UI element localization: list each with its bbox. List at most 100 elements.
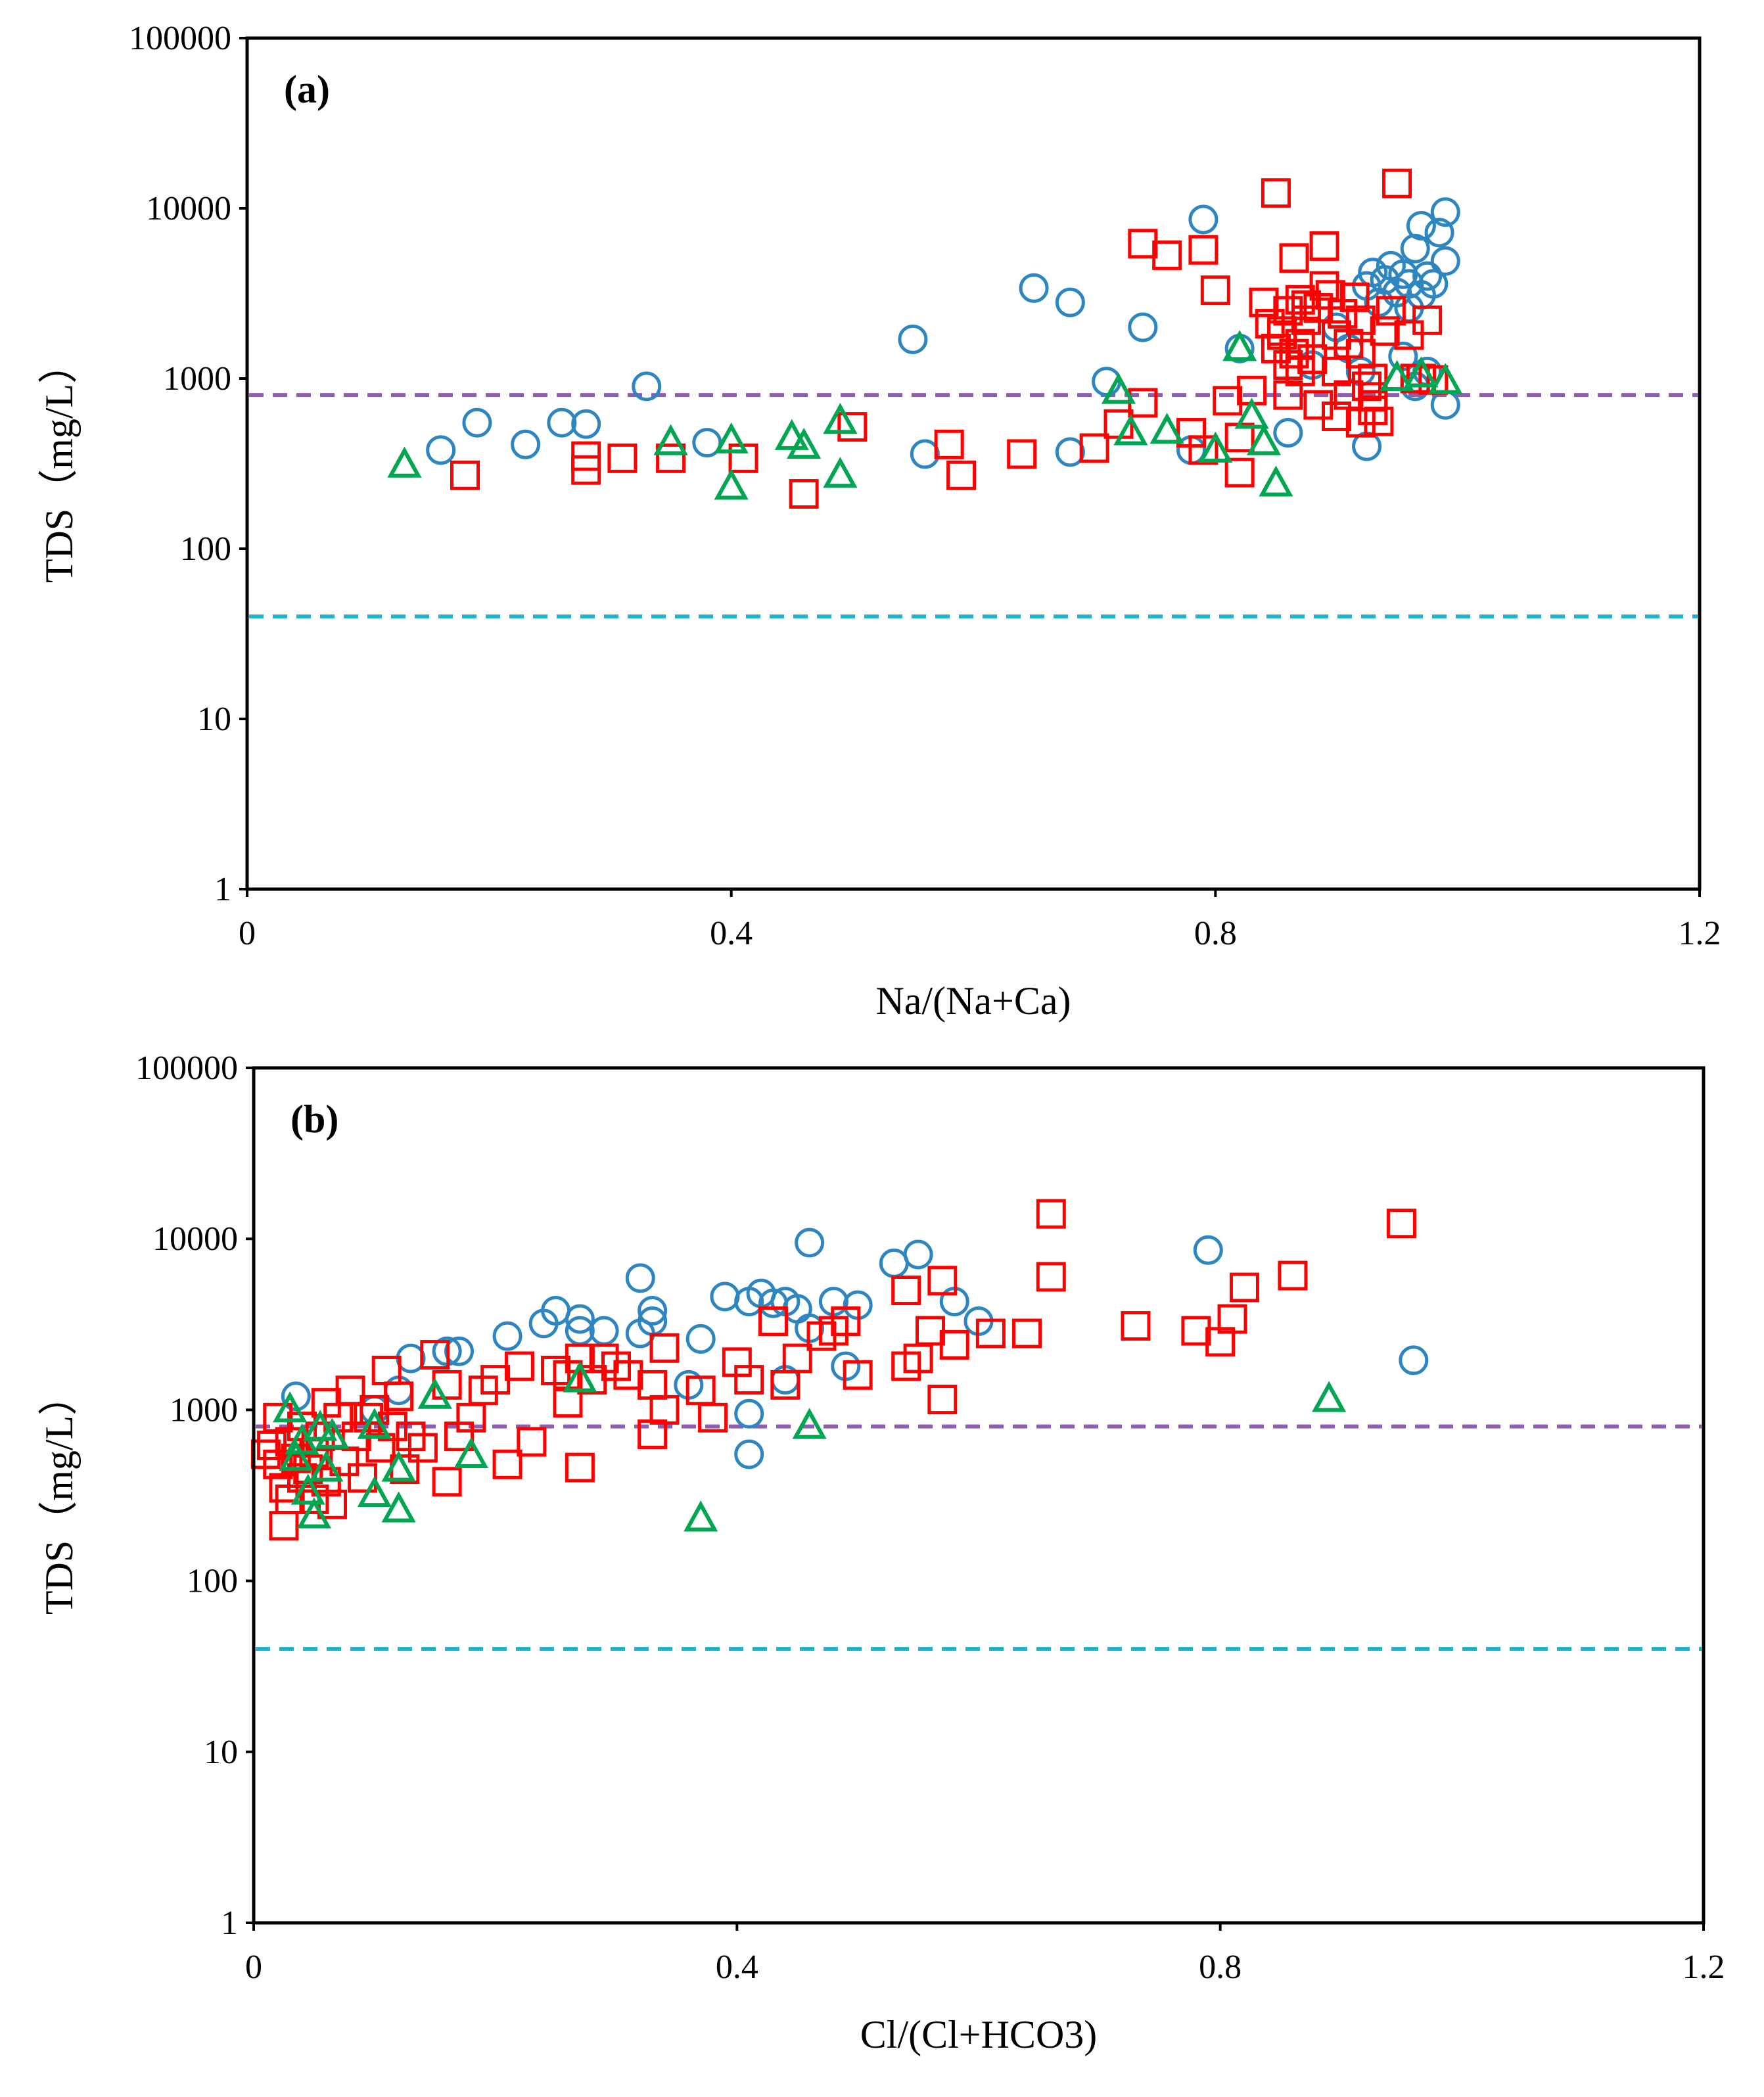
data-point-square bbox=[1188, 435, 1219, 465]
data-point-square bbox=[1079, 433, 1109, 463]
data-point-triangle bbox=[1222, 330, 1257, 361]
data-point-square bbox=[377, 1412, 407, 1442]
data-point-circle bbox=[1430, 197, 1460, 227]
data-point-square bbox=[504, 1351, 534, 1381]
x-tick-label: 0.4 bbox=[710, 915, 753, 952]
data-point-circle bbox=[795, 1228, 825, 1258]
x-tick-label: 0.8 bbox=[1194, 915, 1237, 952]
y-tick-label: 10000 bbox=[146, 190, 231, 227]
data-point-square bbox=[789, 479, 819, 509]
data-point-square bbox=[1345, 305, 1376, 335]
data-point-triangle bbox=[823, 403, 858, 434]
y-tick-label: 1 bbox=[214, 871, 231, 908]
data-point-square bbox=[1278, 1260, 1308, 1291]
plot-frame-b bbox=[252, 1066, 1706, 1925]
data-point-circle bbox=[1430, 246, 1460, 276]
data-point-triangle bbox=[653, 424, 688, 455]
data-point-circle bbox=[638, 1296, 668, 1326]
y-ticks-b: 1 10 100 1000 10000 100000 bbox=[135, 1049, 254, 1942]
x-tick-label: 0.4 bbox=[716, 1948, 758, 1986]
data-point-square bbox=[1358, 363, 1388, 394]
x-axis-title-a: Na/(Na+Ca) bbox=[875, 979, 1071, 1023]
data-point-circle bbox=[1273, 418, 1303, 448]
data-point-square bbox=[782, 1343, 812, 1373]
data-point-triangle bbox=[417, 1377, 452, 1409]
data-point-circle bbox=[1406, 211, 1436, 241]
data-point-square bbox=[649, 1333, 680, 1363]
data-point-triangle bbox=[303, 1410, 338, 1441]
data-point-triangle bbox=[290, 1473, 325, 1505]
data-point-square bbox=[1279, 243, 1309, 273]
y-tick-label: 100 bbox=[187, 1563, 238, 1600]
data-point-square bbox=[1224, 457, 1255, 488]
data-point-circle bbox=[1418, 269, 1449, 299]
data-point-square bbox=[1152, 240, 1182, 270]
data-point-triangle bbox=[315, 1417, 350, 1449]
data-point-square bbox=[565, 1452, 595, 1483]
data-point-circle bbox=[910, 439, 940, 469]
data-point-square bbox=[1309, 271, 1339, 301]
panel-a: 1 10 100 1000 10000 100000 0 0.4 0.8 1.2 (a) Na/… bbox=[37, 20, 1721, 1023]
y-ticks-a: 1 10 100 1000 10000 100000 bbox=[129, 20, 247, 908]
data-point-square bbox=[1121, 1311, 1151, 1341]
data-point-circle bbox=[734, 1439, 764, 1469]
data-point-triangle bbox=[1259, 465, 1293, 497]
data-point-square bbox=[384, 1381, 414, 1412]
data-point-square bbox=[698, 1402, 728, 1433]
data-point-square bbox=[492, 1449, 522, 1479]
data-point-square bbox=[1322, 401, 1351, 431]
x-tick-label: 0 bbox=[239, 915, 256, 952]
data-point-triangle bbox=[387, 446, 422, 478]
data-point-triangle bbox=[563, 1361, 597, 1393]
data-point-triangle bbox=[792, 1408, 827, 1439]
data-point-triangle bbox=[1312, 1381, 1347, 1412]
data-point-square bbox=[927, 1385, 958, 1415]
data-point-square bbox=[1181, 1316, 1211, 1346]
y-tick-label: 10 bbox=[204, 1734, 238, 1771]
data-point-circle bbox=[1128, 312, 1158, 342]
data-point-triangle bbox=[309, 1450, 344, 1482]
data-point-circle bbox=[1055, 287, 1085, 317]
y-tick-label: 1000 bbox=[163, 360, 231, 398]
data-point-square bbox=[1370, 316, 1400, 346]
y-tick-label: 10 bbox=[197, 701, 231, 738]
data-point-circle bbox=[1188, 204, 1219, 235]
data-point-circle bbox=[1055, 437, 1085, 467]
data-point-square bbox=[831, 1306, 861, 1336]
data-point-circle bbox=[903, 1239, 933, 1270]
x-ticks-b: 0 0.4 0.8 1.2 bbox=[245, 1923, 1725, 1986]
reference-lines-b bbox=[256, 1424, 1702, 1651]
data-point-square bbox=[1364, 406, 1394, 436]
data-point-square bbox=[269, 1473, 299, 1503]
data-point-square bbox=[927, 1266, 958, 1296]
y-tick-label: 100000 bbox=[135, 1049, 238, 1087]
x-tick-label: 0.8 bbox=[1199, 1948, 1242, 1986]
data-point-square bbox=[934, 429, 964, 459]
x-tick-label: 0 bbox=[245, 1948, 262, 1986]
data-point-square bbox=[1352, 371, 1382, 402]
data-point-square bbox=[1007, 439, 1037, 469]
data-point-square bbox=[1303, 390, 1334, 420]
data-point-square bbox=[1291, 290, 1321, 320]
data-point-square bbox=[571, 455, 601, 485]
data-point-square bbox=[946, 460, 977, 490]
data-point-triangle bbox=[1198, 431, 1233, 463]
data-point-square bbox=[1279, 338, 1309, 369]
data-point-square bbox=[1213, 386, 1243, 416]
data-point-triangle bbox=[1380, 359, 1414, 391]
data-point-circle bbox=[444, 1336, 475, 1366]
y-axis-title-a: TDS（mg/L） bbox=[37, 344, 81, 583]
data-point-square bbox=[1285, 356, 1315, 386]
y-tick-label: 10000 bbox=[152, 1220, 238, 1258]
data-point-square bbox=[1358, 382, 1388, 412]
data-point-circle bbox=[462, 407, 492, 438]
data-point-circle bbox=[547, 407, 577, 438]
data-point-triangle bbox=[1404, 356, 1439, 388]
data-point-square bbox=[837, 412, 868, 442]
data-point-square bbox=[656, 443, 686, 473]
data-point-triangle bbox=[273, 1391, 308, 1423]
data-points-a bbox=[387, 168, 1463, 509]
data-point-square bbox=[613, 1360, 643, 1390]
data-point-triangle bbox=[1101, 373, 1136, 404]
data-point-triangle bbox=[453, 1437, 488, 1469]
